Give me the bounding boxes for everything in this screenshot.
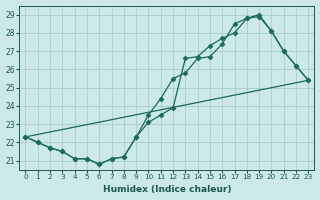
X-axis label: Humidex (Indice chaleur): Humidex (Indice chaleur) [103,185,231,194]
